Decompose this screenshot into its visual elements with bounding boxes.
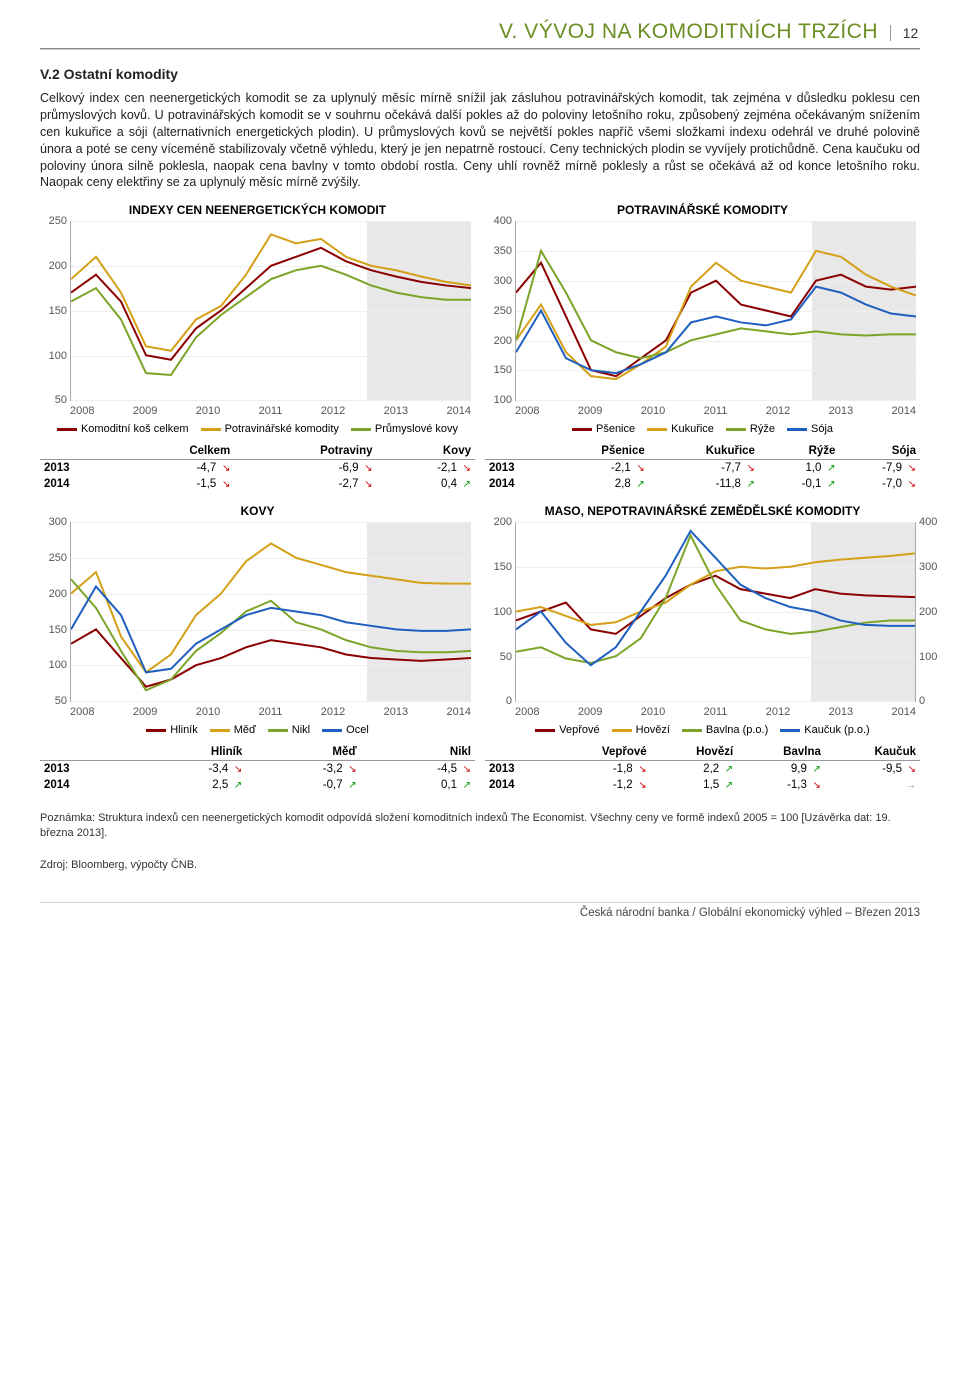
page-title: V. VÝVOJ NA KOMODITNÍCH TRZÍCH [40, 20, 890, 44]
table-potraviny: PšeniceKukuřiceRýžeSója2013-2,1↘-7,7↘1,0… [485, 443, 920, 492]
chart-maso-legend: VepřovéHovězíBavlna (p.o.)Kaučuk (p.o.) [485, 724, 920, 736]
page-footer: Česká národní banka / Globální ekonomick… [40, 902, 920, 919]
page-number: 12 [890, 25, 920, 41]
chart-potraviny: POTRAVINÁŘSKÉ KOMODITY 10015020025030035… [485, 203, 920, 492]
chart-kovy-legend: HliníkMěďNiklOcel [40, 724, 475, 736]
table-indexy: CelkemPotravinyKovy2013-4,7↘-6,9↘-2,1↘20… [40, 443, 475, 492]
charts-row-2: KOVY 50100150200250300 20082009201020112… [40, 504, 920, 793]
table-kovy: HliníkMěďNikl2013-3,4↘-3,2↘-4,5↘20142,5↗… [40, 744, 475, 793]
chart-kovy-plot: 50100150200250300 [70, 522, 471, 702]
charts-row-1: INDEXY CEN NEENERGETICKÝCH KOMODIT 50100… [40, 203, 920, 492]
chart-indexy-legend: Komoditní koš celkemPotravinářské komodi… [40, 423, 475, 435]
chart-maso-xlabels: 2008200920102011201220132014 [515, 706, 916, 718]
chart-kovy: KOVY 50100150200250300 20082009201020112… [40, 504, 475, 793]
body-paragraph: Celkový index cen neenergetických komodi… [40, 90, 920, 191]
chart-kovy-xlabels: 2008200920102011201220132014 [70, 706, 471, 718]
chart-indexy-plot: 50100150200250 [70, 221, 471, 401]
footnote: Poznámka: Struktura indexů cen neenerget… [40, 811, 920, 840]
source-line: Zdroj: Bloomberg, výpočty ČNB. [40, 858, 920, 872]
chart-indexy-xlabels: 2008200920102011201220132014 [70, 405, 471, 417]
chart-maso-title: MASO, NEPOTRAVINÁŘSKÉ ZEMĚDĚLSKÉ KOMODIT… [485, 504, 920, 518]
chart-indexy-title: INDEXY CEN NEENERGETICKÝCH KOMODIT [40, 203, 475, 217]
table-maso: VepřovéHovězíBavlnaKaučuk2013-1,8↘2,2↗9,… [485, 744, 920, 793]
header-rule [40, 48, 920, 50]
chart-potraviny-legend: PšeniceKukuřiceRýžeSója [485, 423, 920, 435]
chart-maso-plot: 0501001502000100200300400 [515, 522, 916, 702]
page-header: V. VÝVOJ NA KOMODITNÍCH TRZÍCH 12 [40, 20, 920, 44]
chart-potraviny-title: POTRAVINÁŘSKÉ KOMODITY [485, 203, 920, 217]
chart-kovy-title: KOVY [40, 504, 475, 518]
chart-potraviny-xlabels: 2008200920102011201220132014 [515, 405, 916, 417]
chart-maso: MASO, NEPOTRAVINÁŘSKÉ ZEMĚDĚLSKÉ KOMODIT… [485, 504, 920, 793]
chart-indexy: INDEXY CEN NEENERGETICKÝCH KOMODIT 50100… [40, 203, 475, 492]
section-heading: V.2 Ostatní komodity [40, 66, 920, 82]
chart-potraviny-plot: 100150200250300350400 [515, 221, 916, 401]
